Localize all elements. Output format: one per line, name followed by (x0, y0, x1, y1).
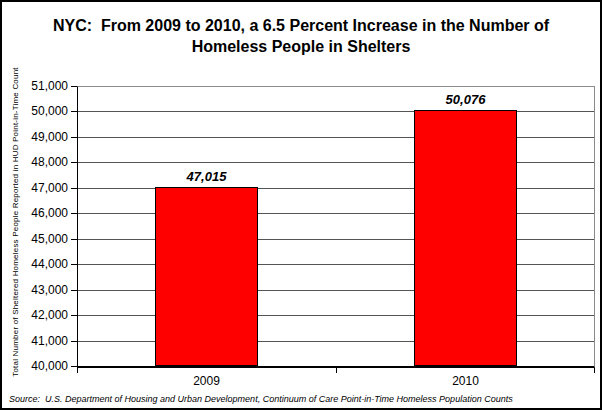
x-axis-label-2009: 2009 (167, 374, 247, 388)
chart-figure: NYC: From 2009 to 2010, a 6.5 Percent In… (0, 0, 602, 410)
x-axis-tick (77, 368, 78, 373)
bar-2010 (414, 110, 517, 366)
y-axis-tick (71, 366, 77, 367)
y-axis-tick (71, 264, 77, 265)
y-axis-tick-label: 50,000 (14, 104, 68, 118)
x-axis-label-2010: 2010 (426, 374, 506, 388)
x-axis-tick (336, 368, 337, 373)
y-axis-tick-label: 40,000 (14, 359, 68, 373)
y-axis-tick-label: 48,000 (14, 155, 68, 169)
y-axis-tick-label: 43,000 (14, 283, 68, 297)
y-axis-tick (71, 162, 77, 163)
bar-value-label-2010: 50,076 (414, 92, 517, 107)
y-axis-tick-label: 47,000 (14, 181, 68, 195)
y-axis-tick-label: 44,000 (14, 257, 68, 271)
y-axis-tick-label: 42,000 (14, 308, 68, 322)
y-axis-tick-label: 45,000 (14, 232, 68, 246)
y-axis-tick (71, 86, 77, 87)
y-axis-tick-label: 41,000 (14, 334, 68, 348)
y-axis-tick (71, 315, 77, 316)
y-axis-tick (71, 111, 77, 112)
bar-value-label-2009: 47,015 (155, 169, 258, 184)
y-axis-tick (71, 137, 77, 138)
x-axis-tick (594, 368, 595, 373)
y-axis-tick-label: 51,000 (14, 79, 68, 93)
y-axis-tick (71, 341, 77, 342)
y-axis-tick (71, 188, 77, 189)
bar-2009 (155, 187, 258, 366)
y-axis-tick (71, 239, 77, 240)
chart-title: NYC: From 2009 to 2010, a 6.5 Percent In… (46, 15, 556, 57)
y-axis-tick (71, 213, 77, 214)
source-note: Source: U.S. Department of Housing and U… (9, 394, 513, 404)
y-axis-tick (71, 290, 77, 291)
y-axis-tick-label: 49,000 (14, 130, 68, 144)
y-axis-tick-label: 46,000 (14, 206, 68, 220)
